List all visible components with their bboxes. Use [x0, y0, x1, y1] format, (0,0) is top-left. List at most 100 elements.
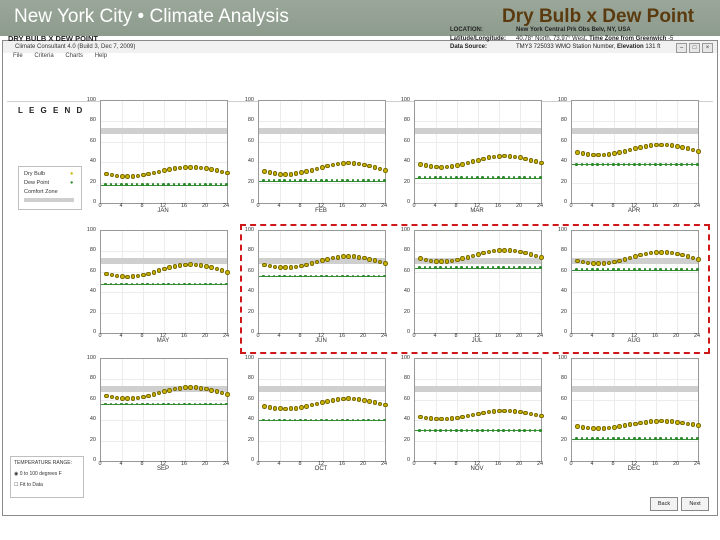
- x-tick-label: 0: [569, 333, 573, 339]
- dew-point-point: [346, 418, 349, 422]
- y-tick-label: 0: [563, 329, 567, 335]
- dry-bulb-point: [596, 152, 601, 158]
- dew-point-point: [418, 266, 421, 269]
- grid-line: [457, 359, 458, 461]
- dew-point-point: [262, 274, 265, 278]
- dry-bulb-point: [486, 155, 492, 160]
- y-tick-label: 0: [406, 329, 410, 335]
- dry-bulb-point: [320, 258, 325, 263]
- dew-point-point: [596, 437, 599, 440]
- y-tick-label: 100: [244, 97, 254, 103]
- legend-comfort-swatch: [24, 198, 74, 202]
- dry-bulb-point: [439, 416, 444, 422]
- dry-bulb-point: [198, 165, 204, 171]
- dry-bulb-point: [696, 423, 701, 428]
- grid-line: [122, 231, 123, 333]
- dew-point-point: [696, 162, 699, 166]
- dry-bulb-point: [283, 265, 288, 270]
- minimize-icon[interactable]: –: [676, 43, 687, 53]
- dry-bulb-point: [654, 419, 659, 424]
- back-button[interactable]: Back: [650, 497, 678, 511]
- menu-file[interactable]: File: [13, 53, 23, 59]
- x-tick-label: 4: [119, 203, 123, 209]
- dew-point-point: [346, 179, 349, 182]
- dry-bulb-point: [434, 259, 439, 264]
- dry-bulb-point: [423, 257, 429, 263]
- dry-bulb-point: [225, 270, 230, 275]
- x-tick-label: 20: [359, 203, 367, 209]
- grid-line: [206, 101, 207, 203]
- dry-bulb-point: [183, 262, 188, 268]
- dry-bulb-point: [383, 167, 388, 173]
- menu-charts[interactable]: Charts: [65, 53, 84, 59]
- grid-line: [164, 231, 165, 333]
- dry-bulb-point: [325, 163, 330, 169]
- dry-bulb-point: [491, 248, 497, 254]
- dew-point-point: [172, 282, 176, 286]
- x-tick-label: 8: [454, 333, 458, 339]
- dry-bulb-point: [309, 402, 315, 408]
- dew-point-point: [633, 162, 636, 166]
- dew-point-point: [617, 437, 620, 440]
- dew-point-point: [146, 282, 149, 286]
- x-tick-label: 0: [256, 461, 260, 467]
- maximize-icon[interactable]: □: [689, 43, 700, 53]
- dry-bulb-point: [476, 252, 481, 257]
- dew-point-point: [377, 179, 381, 182]
- x-tick-label: 24: [222, 333, 230, 339]
- dry-bulb-point: [465, 160, 471, 166]
- dew-point-point: [114, 402, 118, 406]
- plot-area: [100, 100, 230, 204]
- dry-bulb-point: [465, 413, 471, 419]
- grid-line: [143, 359, 144, 461]
- y-tick-label: 20: [89, 436, 96, 443]
- range-option-0-100[interactable]: ◉ 0 to 100 degrees F: [14, 471, 62, 477]
- grid-line: [478, 231, 479, 333]
- dew-point-point: [486, 266, 490, 269]
- dry-bulb-point: [219, 268, 225, 274]
- month-label: OCT: [314, 466, 328, 472]
- grid-line: [593, 101, 594, 203]
- month-chart-mar: 0 20 40 60 80 100 0 4 8 12 16 20 24 MAR: [396, 97, 546, 218]
- y-tick-label: 60: [89, 395, 96, 402]
- plot-area: [571, 100, 701, 204]
- dry-bulb-point: [109, 394, 115, 400]
- dry-bulb-point: [580, 259, 586, 265]
- month-label: AUG: [627, 338, 641, 344]
- dew-point-point: [162, 282, 165, 286]
- dry-bulb-point: [278, 265, 283, 270]
- grid-line: [457, 231, 458, 333]
- dry-bulb-point: [383, 261, 388, 266]
- range-option-fit[interactable]: ☐ Fit to Data: [14, 482, 43, 488]
- dry-bulb-point: [507, 248, 513, 253]
- dew-point-point: [120, 183, 123, 186]
- dry-bulb-point: [356, 254, 362, 260]
- dry-bulb-point: [104, 271, 109, 277]
- menu-help[interactable]: Help: [94, 53, 108, 59]
- dew-point-point: [172, 183, 176, 186]
- dew-point-point: [288, 418, 292, 422]
- x-tick-label: 20: [515, 333, 523, 339]
- grid-line: [520, 101, 521, 203]
- grid-line: [322, 231, 323, 333]
- dry-bulb-point: [528, 157, 534, 163]
- dew-point-point: [617, 268, 620, 272]
- close-icon[interactable]: ×: [702, 43, 713, 53]
- dry-bulb-point: [214, 168, 220, 173]
- source-value: TMY3 725033 WMO Station Number,: [516, 44, 616, 50]
- x-tick-label: 16: [338, 203, 346, 209]
- grid-line: [364, 359, 365, 461]
- menu-criteria[interactable]: Criteria: [34, 53, 54, 59]
- dry-bulb-point: [659, 142, 664, 148]
- y-tick-label: 40: [89, 288, 96, 295]
- legend-dry-bulb: Dry Bulb ●: [24, 171, 74, 177]
- menu-bar: File Criteria Charts Help: [3, 53, 717, 63]
- next-button[interactable]: Next: [681, 497, 709, 511]
- dew-point-point: [193, 282, 197, 286]
- dry-bulb-point: [539, 413, 544, 419]
- dry-bulb-point: [606, 425, 612, 431]
- dry-bulb-point: [167, 265, 172, 270]
- comfort-zone-band: [101, 257, 227, 264]
- y-tick-label: 60: [403, 395, 410, 402]
- dry-bulb-point: [444, 259, 450, 264]
